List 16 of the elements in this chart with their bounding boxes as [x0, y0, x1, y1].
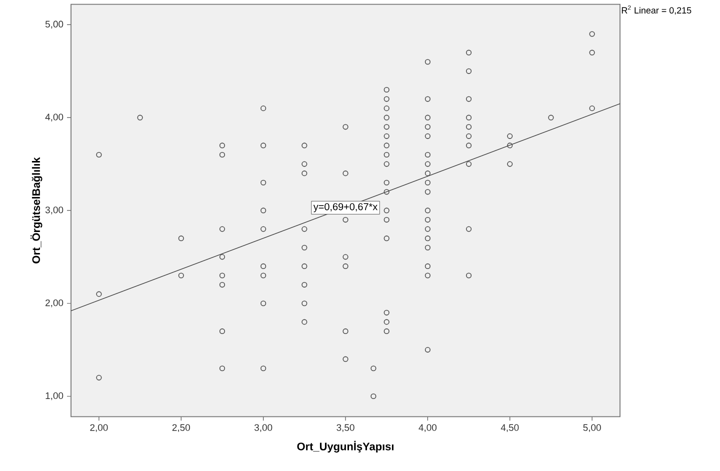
x-tick-label: 2,00 — [90, 424, 108, 432]
x-tick-label: 3,50 — [336, 424, 354, 432]
y-axis-title: Ort_ÖrgütselBağlılık — [30, 157, 42, 264]
x-tick-label: 4,50 — [500, 424, 519, 432]
x-tick-label: 5,00 — [583, 424, 601, 432]
y-tick-label: 4,00 — [45, 114, 64, 122]
x-tick-label: 3,00 — [254, 424, 272, 432]
y-tick-label: 1,00 — [46, 392, 64, 400]
annotation: y=0,69+0,67*x — [313, 203, 378, 212]
y-tick-label: 3,00 — [45, 206, 64, 214]
x-axis-title: Ort_UygunİşYapısı — [297, 440, 394, 453]
y-tick-label: 5,00 — [45, 20, 64, 29]
x-tick-label: 2,50 — [172, 424, 190, 432]
y-tick-label: 2,00 — [46, 299, 64, 308]
text: R$^{2}$ Linear = 0,215 — [622, 5, 692, 15]
x-tick-label: 4,00 — [418, 424, 437, 432]
